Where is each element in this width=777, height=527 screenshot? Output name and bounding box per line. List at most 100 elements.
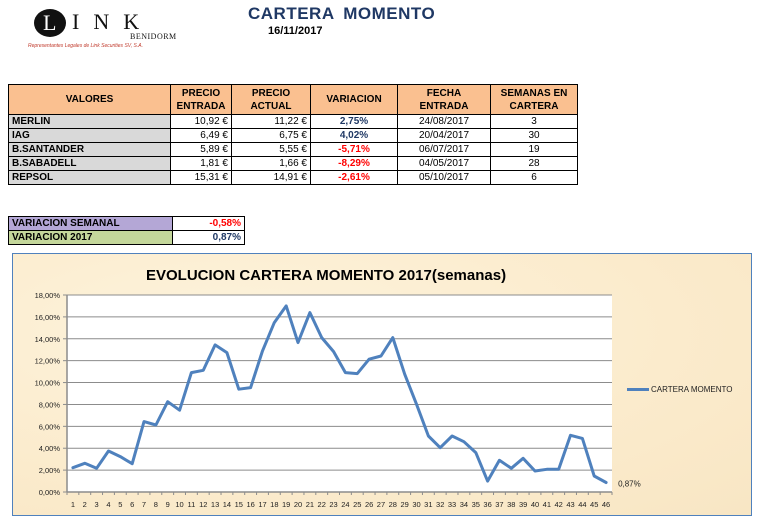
variacion-2017-value: 0,87% [172, 230, 245, 245]
x-tick-label: 11 [188, 500, 196, 509]
column-header-text: ACTUAL [250, 100, 292, 112]
portfolio-table: VALORES PRECIO ENTRADA PRECIO ACTUAL VARIACIO… [8, 84, 578, 185]
x-tick-label: 17 [258, 500, 266, 509]
chart-title: EVOLUCION CARTERA MOMENTO 2017(semanas) [146, 267, 507, 284]
logo-letter: L [43, 10, 57, 35]
y-tick-label: 10,00% [35, 379, 61, 388]
column-header: PRECIO ENTRADA [170, 84, 232, 115]
table-header-row: VALORES PRECIO ENTRADA PRECIO ACTUAL VARIACIO… [8, 84, 578, 115]
x-tick-label: 33 [448, 500, 456, 509]
chart-container: EVOLUCION CARTERA MOMENTO 2017(semanas) … [12, 253, 752, 516]
x-tick-label: 6 [130, 500, 134, 509]
logo-tagline: Representantes Legales de Link Securitie… [28, 43, 143, 49]
logo-subtitle: BENIDORM [130, 32, 177, 41]
entry-price-cell: 15,31 € [170, 170, 232, 185]
x-tick-label: 45 [590, 500, 598, 509]
x-tick-label: 15 [235, 500, 243, 509]
x-tick-label: 21 [306, 500, 314, 509]
stock-name-cell: B.SABADELL [8, 156, 171, 171]
variation-cell: -2,61% [310, 170, 398, 185]
summary-table: VARIACION SEMANAL -0,58% VARIACION 2017 … [8, 216, 245, 245]
y-tick-label: 4,00% [39, 444, 61, 453]
column-header-text: VARIACION [326, 94, 382, 105]
table-row: B.SABADELL 1,81 €1,66 € -8,29% 04/05/2017 28 [8, 156, 578, 171]
x-tick-label: 41 [543, 500, 551, 509]
x-tick-label: 1 [71, 500, 75, 509]
x-tick-label: 18 [270, 500, 278, 509]
x-tick-label: 14 [223, 500, 231, 509]
x-tick-label: 22 [318, 500, 326, 509]
variacion-semanal-label: VARIACION SEMANAL [8, 216, 173, 231]
column-header-text: PRECIO [181, 87, 221, 99]
x-tick-label: 38 [507, 500, 515, 509]
summary-row-anual: VARIACION 2017 0,87% [8, 230, 245, 245]
entry-price-cell: 10,92 € [170, 114, 232, 129]
current-price-cell: 14,91 € [231, 170, 311, 185]
x-tick-label: 43 [566, 500, 574, 509]
column-header: VARIACION [310, 84, 398, 115]
column-header: FECHA ENTRADA [397, 84, 491, 115]
current-price-cell: 11,22 € [231, 114, 311, 129]
column-header-text: SEMANAS EN [500, 87, 568, 99]
y-tick-label: 0,00% [39, 488, 61, 497]
x-tick-label: 8 [154, 500, 158, 509]
column-header-text: CARTERA [509, 100, 559, 112]
stock-name-cell: B.SANTANDER [8, 142, 171, 157]
line-chart: 0,00% 2,00% 4,00% 6,00% 8,00% 10,00% 12,00% 14,… [35, 291, 641, 509]
column-header: VALORES [8, 84, 171, 115]
y-tick-label: 16,00% [35, 313, 61, 322]
x-tick-label: 34 [460, 500, 468, 509]
entry-price-cell: 6,49 € [170, 128, 232, 143]
variacion-semanal-value: -0,58% [172, 216, 245, 231]
x-tick-label: 31 [424, 500, 432, 509]
y-tick-label: 6,00% [39, 422, 61, 431]
data-label-last: 0,87% [618, 479, 641, 488]
x-tick-label: 42 [555, 500, 563, 509]
column-header-text: ENTRADA [176, 100, 226, 112]
x-tick-label: 26 [365, 500, 373, 509]
table-row: IAG 6,49 €6,75 €4,02% 20/04/2017 30 [8, 128, 578, 143]
weeks-in-portfolio-cell: 3 [490, 114, 578, 129]
x-tick-label: 24 [341, 500, 349, 509]
x-tick-label: 44 [578, 500, 586, 509]
column-header-text: VALORES [65, 94, 114, 105]
x-tick-label: 9 [166, 500, 170, 509]
table-row: MERLIN 10,92 €11,22 €2,75% 24/08/2017 3 [8, 114, 578, 129]
x-tick-label: 37 [495, 500, 503, 509]
current-price-cell: 5,55 € [231, 142, 311, 157]
weeks-in-portfolio-cell: 28 [490, 156, 578, 171]
legend-label: CARTERA MOMENTO [651, 385, 733, 394]
column-header: PRECIO ACTUAL [231, 84, 311, 115]
x-tick-label: 35 [472, 500, 480, 509]
y-tick-label: 8,00% [39, 400, 61, 409]
link-benidorm-logo: L INK BENIDORM Representantes Legales de… [28, 8, 196, 49]
x-tick-label: 13 [211, 500, 219, 509]
entry-price-cell: 1,81 € [170, 156, 232, 171]
x-tick-label: 5 [118, 500, 122, 509]
x-tick-label: 19 [282, 500, 290, 509]
x-tick-label: 36 [483, 500, 491, 509]
x-tick-label: 20 [294, 500, 302, 509]
page-title: CARTERA MOMENTO [248, 4, 436, 23]
current-price-cell: 6,75 € [231, 128, 311, 143]
variation-cell: -5,71% [310, 142, 398, 157]
x-tick-label: 25 [353, 500, 361, 509]
entry-date-cell: 24/08/2017 [397, 114, 491, 129]
series-line-cartera-momento [71, 304, 608, 484]
entry-date-cell: 06/07/2017 [397, 142, 491, 157]
x-tick-label: 4 [106, 500, 110, 509]
summary-row-semanal: VARIACION SEMANAL -0,58% [8, 216, 245, 231]
y-tick-label: 18,00% [35, 291, 61, 300]
variation-cell: -8,29% [310, 156, 398, 171]
x-tick-label: 23 [329, 500, 337, 509]
table-row: B.SANTANDER 5,89 €5,55 € -5,71% 06/07/2017 1… [8, 142, 578, 157]
x-tick-label: 16 [246, 500, 254, 509]
x-tick-label: 10 [175, 500, 183, 509]
x-tick-label: 40 [531, 500, 539, 509]
entry-date-cell: 20/04/2017 [397, 128, 491, 143]
x-tick-label: 28 [389, 500, 397, 509]
chart-legend: CARTERA MOMENTO [627, 385, 733, 394]
x-tick-label: 27 [377, 500, 385, 509]
stock-name-cell: REPSOL [8, 170, 171, 185]
plot-area [67, 295, 612, 492]
